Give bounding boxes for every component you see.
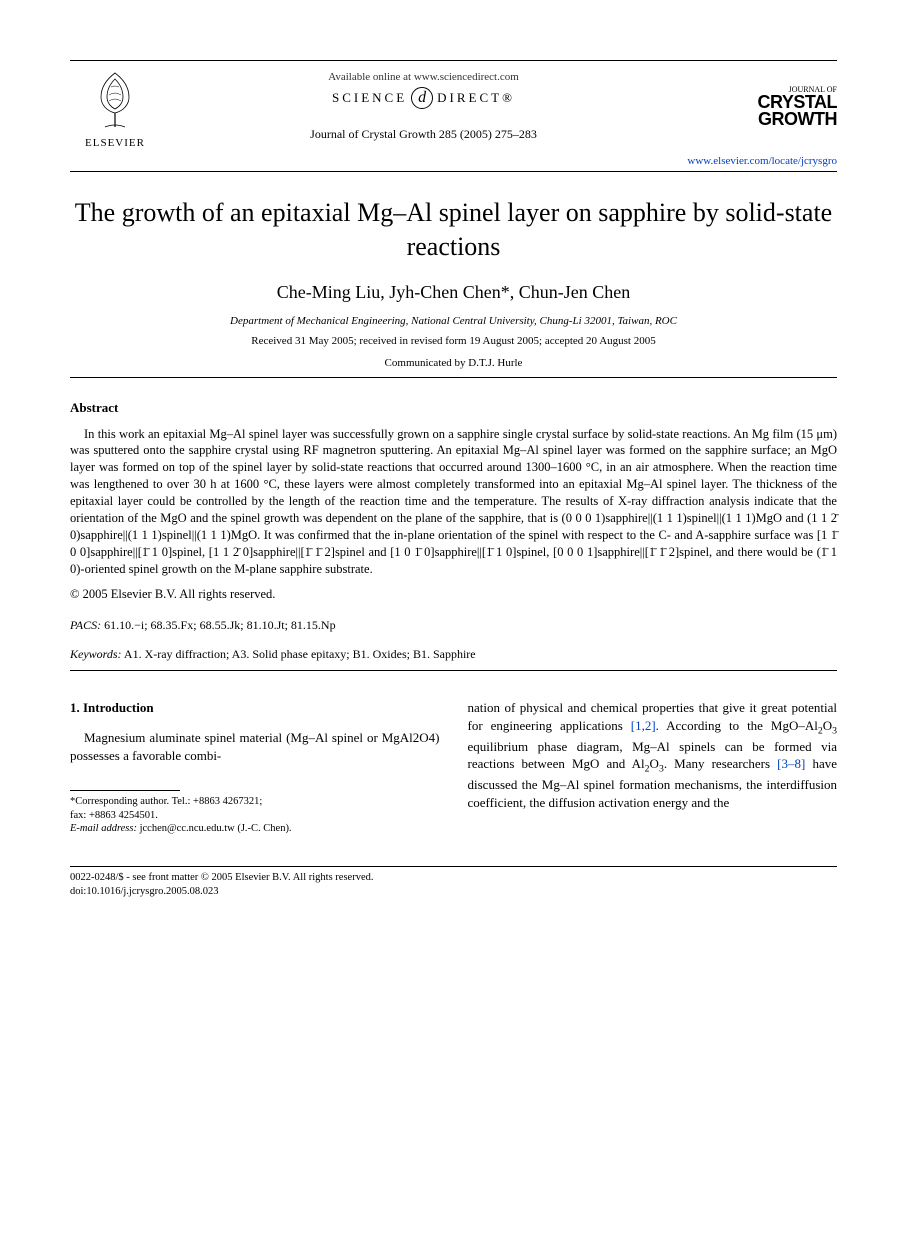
pacs-label: PACS: <box>70 618 101 632</box>
article-dates: Received 31 May 2005; received in revise… <box>70 335 837 347</box>
section-1-heading: 1. Introduction <box>70 699 440 717</box>
intro-right-5: . Many researchers <box>664 756 777 771</box>
science-text: SCIENCE <box>332 90 407 106</box>
abstract-body: In this work an epitaxial Mg–Al spinel l… <box>70 426 837 578</box>
abstract-text: In this work an epitaxial Mg–Al spinel l… <box>70 426 837 578</box>
post-keywords-rule <box>70 670 837 671</box>
pacs-line: PACS: 61.10.−i; 68.35.Fx; 68.55.Jk; 81.1… <box>70 618 837 633</box>
journal-logo: JOURNAL OF CRYSTAL GROWTH <box>687 65 837 128</box>
intro-right-2: . According to the MgO–Al <box>656 718 818 733</box>
publisher-logo-block: ELSEVIER <box>70 65 160 149</box>
keywords-value: A1. X-ray diffraction; A3. Solid phase e… <box>124 647 476 661</box>
journal-name-2: GROWTH <box>687 111 837 128</box>
front-matter-line: 0022-0248/$ - see front matter © 2005 El… <box>70 871 837 885</box>
science-direct-logo: SCIENCE d DIRECT® <box>160 87 687 109</box>
journal-url[interactable]: www.elsevier.com/locate/jcrysgro <box>70 155 837 167</box>
abstract-heading: Abstract <box>70 400 837 416</box>
available-online-text: Available online at www.sciencedirect.co… <box>160 71 687 83</box>
doi-rule <box>70 866 837 867</box>
corr-fax: +8863 4254501. <box>89 810 158 821</box>
article-title: The growth of an epitaxial Mg–Al spinel … <box>70 196 837 264</box>
corr-tel: +8863 4267321; <box>193 796 262 807</box>
journal-citation: Journal of Crystal Growth 285 (2005) 275… <box>160 127 687 142</box>
footnote-rule <box>70 790 180 791</box>
left-column: 1. Introduction Magnesium aluminate spin… <box>70 699 440 836</box>
body-columns: 1. Introduction Magnesium aluminate spin… <box>70 699 837 836</box>
keywords-line: Keywords: A1. X-ray diffraction; A3. Sol… <box>70 647 837 662</box>
sd-glyph-icon: d <box>411 87 433 109</box>
publisher-name: ELSEVIER <box>85 137 145 149</box>
ref-1-2[interactable]: [1,2] <box>631 718 656 733</box>
corresponding-footnote: *Corresponding author. Tel.: +8863 42673… <box>70 795 440 836</box>
email-label: E-mail address: <box>70 823 137 834</box>
direct-text: DIRECT® <box>437 90 515 106</box>
header-bottom-rule <box>70 171 837 172</box>
right-column: nation of physical and chemical properti… <box>468 699 838 836</box>
intro-para-left: Magnesium aluminate spinel material (Mg–… <box>70 729 440 764</box>
communicated-by: Communicated by D.T.J. Hurle <box>70 357 837 369</box>
intro-right-3: O <box>823 718 832 733</box>
affiliation: Department of Mechanical Engineering, Na… <box>70 315 837 327</box>
top-rule <box>70 60 837 61</box>
center-header: Available online at www.sciencedirect.co… <box>160 65 687 142</box>
header: ELSEVIER Available online at www.science… <box>70 65 837 149</box>
journal-url-link[interactable]: www.elsevier.com/locate/jcrysgro <box>687 155 837 167</box>
intro-para-right: nation of physical and chemical properti… <box>468 699 838 811</box>
keywords-label: Keywords: <box>70 647 122 661</box>
corr-label: *Corresponding author. Tel.: <box>70 796 193 807</box>
copyright: © 2005 Elsevier B.V. All rights reserved… <box>70 587 837 602</box>
doi-line: doi:10.1016/j.jcrysgro.2005.08.023 <box>70 885 837 899</box>
pre-abstract-rule <box>70 377 837 378</box>
authors: Che-Ming Liu, Jyh-Chen Chen*, Chun-Jen C… <box>70 282 837 303</box>
email-value: jcchen@cc.ncu.edu.tw (J.-C. Chen). <box>140 823 292 834</box>
ref-3-8[interactable]: [3–8] <box>777 756 805 771</box>
fax-label: fax: <box>70 810 89 821</box>
pacs-value: 61.10.−i; 68.35.Fx; 68.55.Jk; 81.10.Jt; … <box>104 618 335 632</box>
doi-block: 0022-0248/$ - see front matter © 2005 El… <box>70 866 837 898</box>
elsevier-tree-icon <box>85 65 145 135</box>
